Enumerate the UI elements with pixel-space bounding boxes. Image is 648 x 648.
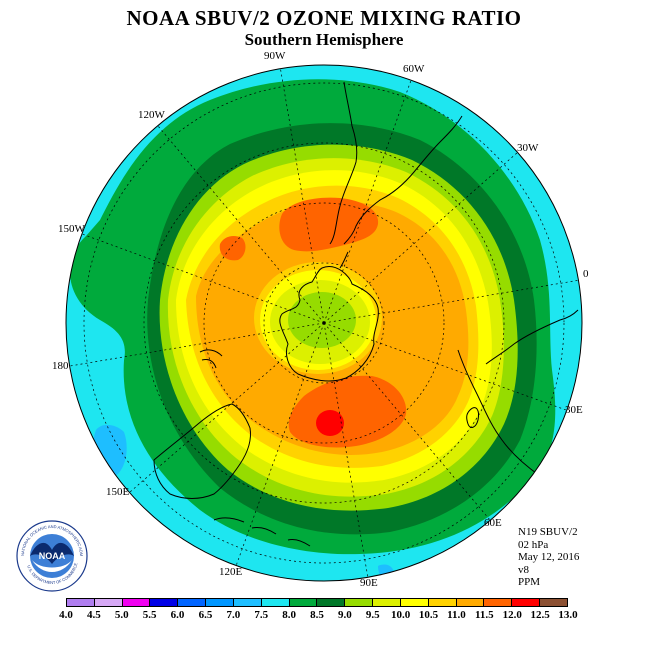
date-text: May 12, 2016 (518, 551, 580, 564)
pressure-level-text: 02 hPa (518, 538, 549, 551)
colorbar-tick-label: 11.5 (475, 609, 494, 621)
south-america-coast (329, 81, 463, 245)
colorbar-swatch (373, 599, 401, 606)
colorbar-tick-label: 6.5 (198, 609, 213, 621)
colorbar-tick-label: 4.0 (59, 609, 73, 621)
lon-label-150e: 150E (106, 486, 130, 498)
africa-coast (457, 309, 579, 477)
meridian-30w (323, 151, 519, 324)
colorbar-swatch (94, 599, 123, 606)
colorbar-tick-label: 13.0 (558, 609, 578, 621)
colorbar-swatch (178, 599, 207, 606)
lon-label-90e: 90E (360, 577, 378, 589)
logo-wave (32, 560, 72, 572)
colorbar-tick-label: 12.0 (502, 609, 522, 621)
colorbar-tick-label: 10.0 (391, 609, 411, 621)
lon-label-150w: 150W (58, 223, 85, 235)
version-text: v8 (518, 563, 529, 576)
lon-label-120w: 120W (138, 109, 165, 121)
coastlines (153, 81, 579, 547)
colorbar-tick-label: 6.0 (170, 609, 185, 621)
colorbar-swatch (317, 599, 346, 606)
lon-label-0: 0 (583, 268, 589, 280)
lon-label-180: 180 (52, 360, 69, 372)
colorbar-tick-label: 7.5 (254, 609, 269, 621)
colorbar-tick-label: 7.0 (226, 609, 241, 621)
level-12-0-maximum (316, 410, 344, 436)
logo-text: NOAA (39, 551, 66, 561)
meridian-90e (323, 322, 369, 579)
lon-label-60w: 60W (403, 63, 425, 75)
colorbar-swatch (122, 599, 151, 606)
lon-label-90w: 90W (264, 50, 286, 62)
chart-title: NOAA SBUV/2 OZONE MIXING RATIO (126, 6, 522, 30)
meridian-0 (323, 279, 581, 324)
colorbar-tick-label: 4.5 (87, 609, 101, 621)
colorbar-tick-label: 9.0 (338, 609, 352, 621)
lat-circle-70s (263, 262, 385, 384)
colorbar-tick-label: 12.5 (530, 609, 550, 621)
lat-circle-50s (203, 202, 445, 444)
colorbar-swatch (67, 599, 95, 606)
colorbar (66, 598, 568, 607)
level-11-5-patch-west (219, 236, 246, 261)
colorbar-tick-label: 9.5 (365, 609, 380, 621)
colorbar-ticks: 4.0 4.5 5.0 5.5 6.0 6.5 7.0 7.5 8.0 8.5 9.0 9.5 10.0… (0, 609, 648, 623)
colorbar-swatch (206, 599, 234, 606)
colorbar-swatch (428, 599, 457, 606)
lon-label-30w: 30W (517, 142, 539, 154)
colorbar-tick-label: 5.0 (114, 609, 129, 621)
madagascar-coast (466, 407, 479, 428)
colorbar-tick-label: 8.0 (282, 609, 296, 621)
antarctica-coast (279, 266, 379, 382)
units-text: PPM (518, 576, 541, 589)
satellite-text: N19 SBUV/2 (518, 526, 578, 538)
metadata-block: N19 SBUV/2 02 hPa May 12, 2016 v8 PPM (518, 526, 579, 589)
colorbar-swatch (289, 599, 318, 606)
colorbar-swatch (400, 599, 429, 606)
new-zealand-coast (199, 349, 223, 369)
inner-9-0-core (288, 292, 356, 348)
indonesia-coast (213, 517, 311, 547)
map-boundary (65, 64, 583, 582)
chart-subtitle: Southern Hemisphere (244, 30, 404, 49)
colorbar-swatch (456, 599, 485, 606)
lon-label-120e: 120E (219, 566, 243, 578)
colorbar-swatch (540, 599, 567, 606)
colorbar-swatch (512, 599, 541, 606)
colorbar-tick-label: 11.0 (447, 609, 466, 621)
colorbar-swatch (345, 599, 374, 606)
lon-label-30e: 30E (565, 404, 583, 416)
colorbar-tick-label: 8.5 (310, 609, 324, 621)
lon-label-60e: 60E (484, 517, 502, 529)
colorbar-swatch (150, 599, 179, 606)
colorbar-swatch (233, 599, 262, 606)
logo-bird (30, 542, 74, 564)
graticule (69, 65, 581, 579)
lat-circle-30s (143, 142, 505, 504)
colorbar-tick-label: 5.5 (142, 609, 157, 621)
level-11-5-patch-north (279, 197, 379, 252)
antarctic-peninsula (339, 251, 349, 269)
colorbar-swatch (261, 599, 290, 606)
meridian-90w (279, 65, 325, 324)
lat-circle-10s (83, 82, 565, 564)
noaa-logo: NOAA NATIONAL OCEANIC AND ATMOSPHERIC AD… (16, 520, 88, 592)
colorbar-tick-label: 10.5 (418, 609, 439, 621)
meridian-120e (235, 322, 325, 567)
colorbar-swatch (484, 599, 513, 606)
australia-coast (153, 403, 251, 499)
